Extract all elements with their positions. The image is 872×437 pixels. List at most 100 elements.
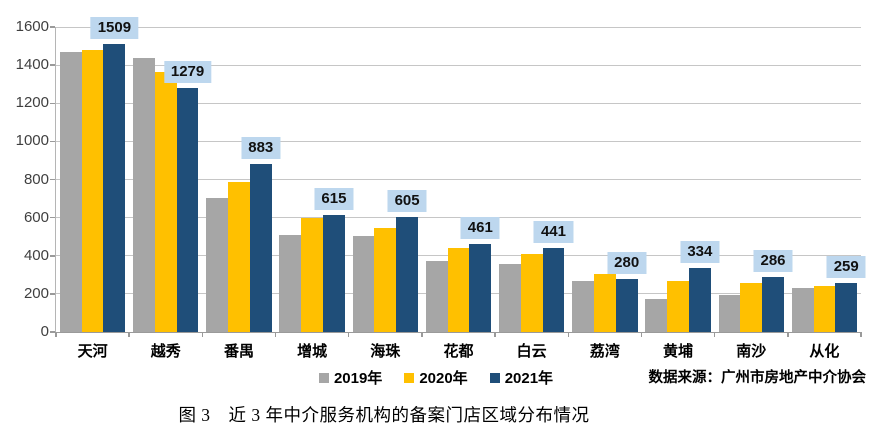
value-label-越秀: 1279 — [163, 61, 212, 84]
value-label-海珠: 605 — [387, 189, 427, 212]
bar-group-黄埔: 334 — [641, 27, 720, 332]
value-label-从化: 259 — [826, 255, 866, 278]
y-axis-label-600: 600 — [23, 208, 49, 226]
bar-番禺-2020年 — [228, 182, 250, 332]
value-label-南沙: 286 — [753, 250, 793, 273]
y-axis-label-1600: 1600 — [15, 18, 49, 35]
value-label-番禺: 883 — [241, 136, 281, 159]
y-axis-label-1200: 1200 — [15, 94, 49, 112]
bar-越秀-2021年 — [176, 88, 199, 332]
bar-group-增城: 615 — [276, 27, 354, 332]
bar-越秀-2020年 — [154, 71, 177, 332]
bar-南沙-2021年 — [762, 277, 784, 332]
legend-swatch-icon — [489, 372, 500, 383]
value-label-荔湾: 280 — [607, 251, 647, 274]
bar-group-从化: 259 — [788, 27, 866, 332]
bar-group-越秀: 1279 — [129, 27, 212, 332]
gridline-y-1400 — [56, 64, 861, 66]
x-axis-label-海珠: 海珠 — [370, 343, 401, 360]
x-axis-label-荔湾: 荔湾 — [589, 343, 620, 360]
chart-legend: 2019年 2020年 2021年 — [0, 367, 872, 388]
legend-label: 2019年 — [333, 370, 383, 387]
gridline-y-1000 — [56, 140, 861, 142]
y-axis-label-400: 400 — [23, 246, 49, 264]
bar-海珠-2020年 — [374, 228, 397, 332]
x-axis-tick — [640, 332, 643, 337]
figure-caption: 图 3 近 3 年中介服务机构的备案门店区域分布情况 — [178, 405, 590, 425]
x-axis-tick — [787, 332, 789, 337]
y-axis-tick — [50, 64, 55, 66]
bar-group-番禺: 883 — [202, 27, 281, 332]
y-axis-tick — [50, 102, 55, 104]
legend-item-2019年: 2019年 — [318, 367, 383, 388]
data-source-note: 数据来源：广州市房地产中介协会 — [648, 370, 867, 386]
bar-白云-2019年 — [498, 264, 521, 332]
x-axis-tick — [860, 332, 862, 337]
y-axis-label-0: 0 — [40, 323, 49, 340]
bar-天河-2020年 — [81, 50, 104, 332]
x-axis-label-越秀: 越秀 — [150, 343, 181, 360]
x-axis-label-从化: 从化 — [809, 343, 840, 360]
x-axis-tick — [201, 332, 204, 337]
bar-从化-2020年 — [813, 286, 836, 332]
bar-花都-2020年 — [447, 248, 470, 332]
bar-荔湾-2020年 — [593, 273, 616, 332]
x-axis-label-番禺: 番禺 — [223, 343, 254, 360]
y-axis-tick — [50, 255, 55, 257]
legend-item-2020年: 2020年 — [404, 367, 468, 388]
gridline-y-800 — [56, 179, 861, 180]
x-axis-tick — [421, 332, 423, 337]
bar-番禺-2019年 — [206, 197, 229, 332]
bar-group-海珠: 605 — [349, 27, 427, 332]
y-axis-label-1000: 1000 — [15, 132, 49, 150]
y-axis-label-200: 200 — [23, 284, 49, 302]
bar-黄埔-2021年 — [688, 268, 711, 332]
bar-番禺-2021年 — [249, 163, 272, 332]
y-axis-tick — [50, 216, 55, 219]
x-axis-tick — [347, 332, 350, 337]
bar-花都-2021年 — [469, 244, 492, 332]
y-axis-tick — [50, 26, 55, 28]
plot-area: 0 200 400 600 800 1000 1200 1400 1600 1509 天河 1279 越… — [16, 17, 866, 360]
bar-荔湾-2021年 — [615, 278, 638, 332]
y-axis-label-800: 800 — [23, 170, 49, 188]
gridline-y-1600 — [56, 26, 861, 28]
legend-swatch-icon — [404, 372, 415, 383]
bar-从化-2021年 — [835, 282, 858, 332]
bar-group-荔湾: 280 — [568, 27, 647, 332]
value-label-花都: 461 — [460, 217, 500, 240]
bar-海珠-2019年 — [352, 235, 375, 332]
bar-黄埔-2019年 — [645, 298, 668, 332]
y-axis-tick — [50, 331, 55, 333]
bar-增城-2019年 — [279, 234, 302, 332]
y-axis-tick — [50, 140, 55, 143]
gridline-y-1200 — [56, 102, 861, 104]
legend-swatch-icon — [318, 372, 329, 383]
bar-增城-2020年 — [301, 217, 324, 332]
bar-天河-2021年 — [103, 44, 126, 332]
x-axis-tick — [494, 332, 496, 337]
y-axis-tick — [50, 293, 55, 295]
legend-item-2021年: 2021年 — [489, 367, 553, 388]
gridline-y-600 — [56, 217, 861, 219]
bar-group-天河: 1509 — [56, 17, 139, 332]
bar-南沙-2020年 — [740, 283, 763, 332]
bar-group-南沙: 286 — [715, 27, 793, 332]
legend-label: 2020年 — [419, 370, 468, 387]
bar-天河-2019年 — [59, 51, 82, 332]
bar-荔湾-2019年 — [572, 281, 594, 332]
x-axis-label-白云: 白云 — [516, 343, 547, 360]
x-axis-label-天河: 天河 — [77, 343, 108, 360]
bar-海珠-2021年 — [396, 216, 418, 332]
y-axis-tick — [50, 178, 55, 181]
value-label-天河: 1509 — [90, 17, 139, 40]
x-axis-label-增城: 增城 — [297, 343, 328, 360]
bar-从化-2019年 — [791, 288, 814, 332]
bar-越秀-2019年 — [133, 57, 155, 332]
y-axis-label-1400: 1400 — [15, 56, 49, 74]
value-label-白云: 441 — [533, 220, 573, 243]
bar-黄埔-2020年 — [667, 281, 689, 332]
bar-增城-2021年 — [323, 214, 345, 332]
x-axis-label-花都: 花都 — [443, 343, 474, 360]
